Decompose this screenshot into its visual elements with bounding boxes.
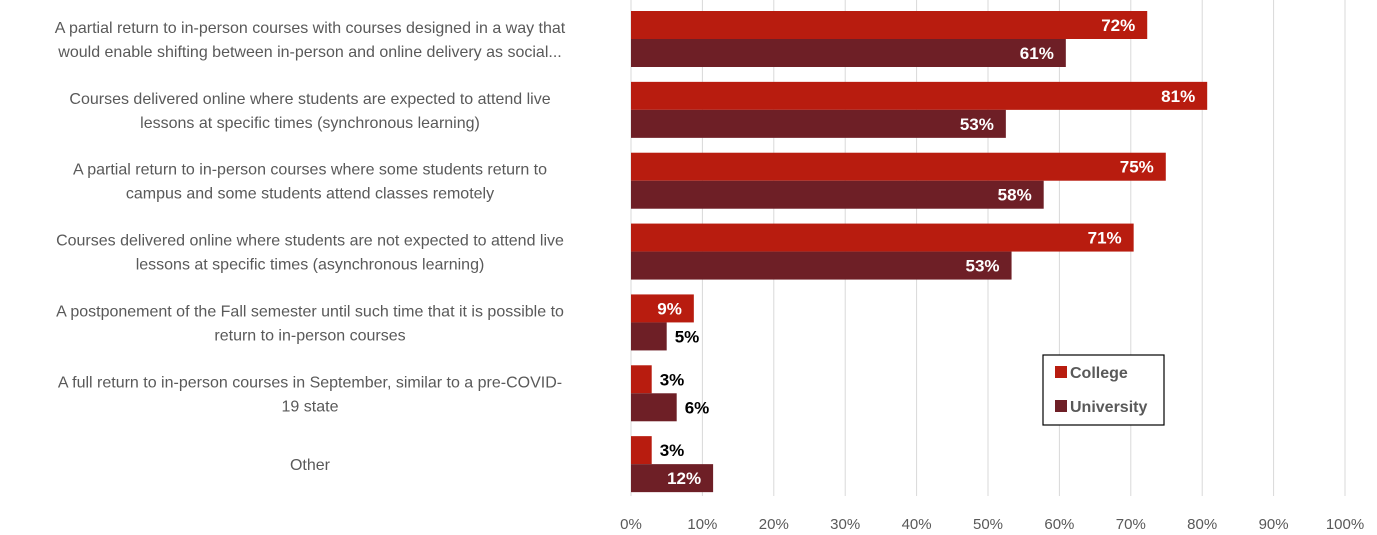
category-label: Courses delivered online where students … (56, 233, 564, 274)
bar-college (631, 436, 652, 465)
data-label: 53% (966, 257, 1000, 276)
category-label-line: 19 state (282, 398, 339, 415)
category-label: A partial return to in-person courses wi… (55, 20, 566, 61)
category-label-line: lessons at specific times (synchronous l… (140, 115, 480, 132)
data-label: 5% (675, 327, 700, 346)
bar-university (631, 39, 1066, 67)
category-label-line: campus and some students attend classes … (126, 186, 494, 203)
data-label: 9% (657, 299, 682, 318)
data-label: 6% (685, 398, 710, 417)
category-label: A full return to in-person courses in Se… (58, 374, 562, 415)
x-axis-ticks: 0% 10% 20% 30% 40% 50% 60% 70% 80% 90% 100% (620, 516, 1364, 533)
x-tick-label: 30% (830, 516, 860, 533)
x-tick-label: 100% (1326, 516, 1364, 533)
x-tick-label: 0% (620, 516, 642, 533)
category-label-line: A partial return to in-person courses wi… (55, 20, 566, 37)
category-label-line: Courses delivered online where students … (56, 233, 564, 250)
bars: 72%61%81%53%75%58%71%53%9%5%3%6%3%12% (631, 11, 1208, 493)
bar-college (631, 81, 1208, 110)
category-label-line: would enable shifting between in-person … (57, 44, 561, 61)
category-label-line: A partial return to in-person courses wh… (73, 162, 547, 179)
data-label: 3% (660, 370, 685, 389)
data-label: 3% (660, 441, 685, 460)
bar-university (631, 393, 677, 422)
x-tick-label: 90% (1259, 516, 1289, 533)
category-label-line: Courses delivered online where students … (69, 91, 550, 108)
x-tick-label: 50% (973, 516, 1003, 533)
data-label: 75% (1120, 158, 1154, 177)
category-label-line: return to in-person courses (214, 327, 405, 344)
legend: College University (1042, 354, 1165, 426)
category-label: Other (290, 457, 331, 474)
data-label: 61% (1020, 44, 1054, 63)
bar-college (631, 365, 652, 394)
data-label: 81% (1161, 87, 1195, 106)
category-label-line: A full return to in-person courses in Se… (58, 374, 562, 391)
x-tick-label: 10% (687, 516, 717, 533)
legend-swatch (1055, 366, 1067, 378)
legend-label: College (1070, 365, 1128, 382)
category-label: Courses delivered online where students … (69, 91, 550, 132)
x-tick-label: 40% (902, 516, 932, 533)
bar-college (631, 152, 1166, 181)
data-label: 71% (1088, 229, 1122, 248)
bar-university (631, 180, 1044, 209)
data-label: 72% (1101, 16, 1135, 35)
bar-college (631, 11, 1148, 39)
category-labels: A partial return to in-person courses wi… (55, 20, 566, 474)
category-label-line: lessons at specific times (asynchronous … (136, 257, 485, 274)
bar-college (631, 223, 1134, 252)
category-label-line: A postponement of the Fall semester unti… (56, 303, 564, 320)
x-tick-label: 80% (1187, 516, 1217, 533)
x-tick-label: 20% (759, 516, 789, 533)
data-label: 58% (998, 186, 1032, 205)
data-label: 12% (667, 469, 701, 488)
legend-label: University (1070, 399, 1147, 416)
category-label: A postponement of the Fall semester unti… (56, 303, 564, 344)
bar-college (631, 294, 694, 323)
x-tick-label: 60% (1044, 516, 1074, 533)
category-label-line: Other (290, 457, 331, 474)
bar-university (631, 251, 1012, 280)
category-label: A partial return to in-person courses wh… (73, 162, 547, 203)
x-tick-label: 70% (1116, 516, 1146, 533)
data-label: 53% (960, 115, 994, 134)
bar-university (631, 109, 1006, 138)
legend-swatch (1055, 400, 1067, 412)
bar-university (631, 464, 714, 493)
bar-university (631, 322, 667, 351)
